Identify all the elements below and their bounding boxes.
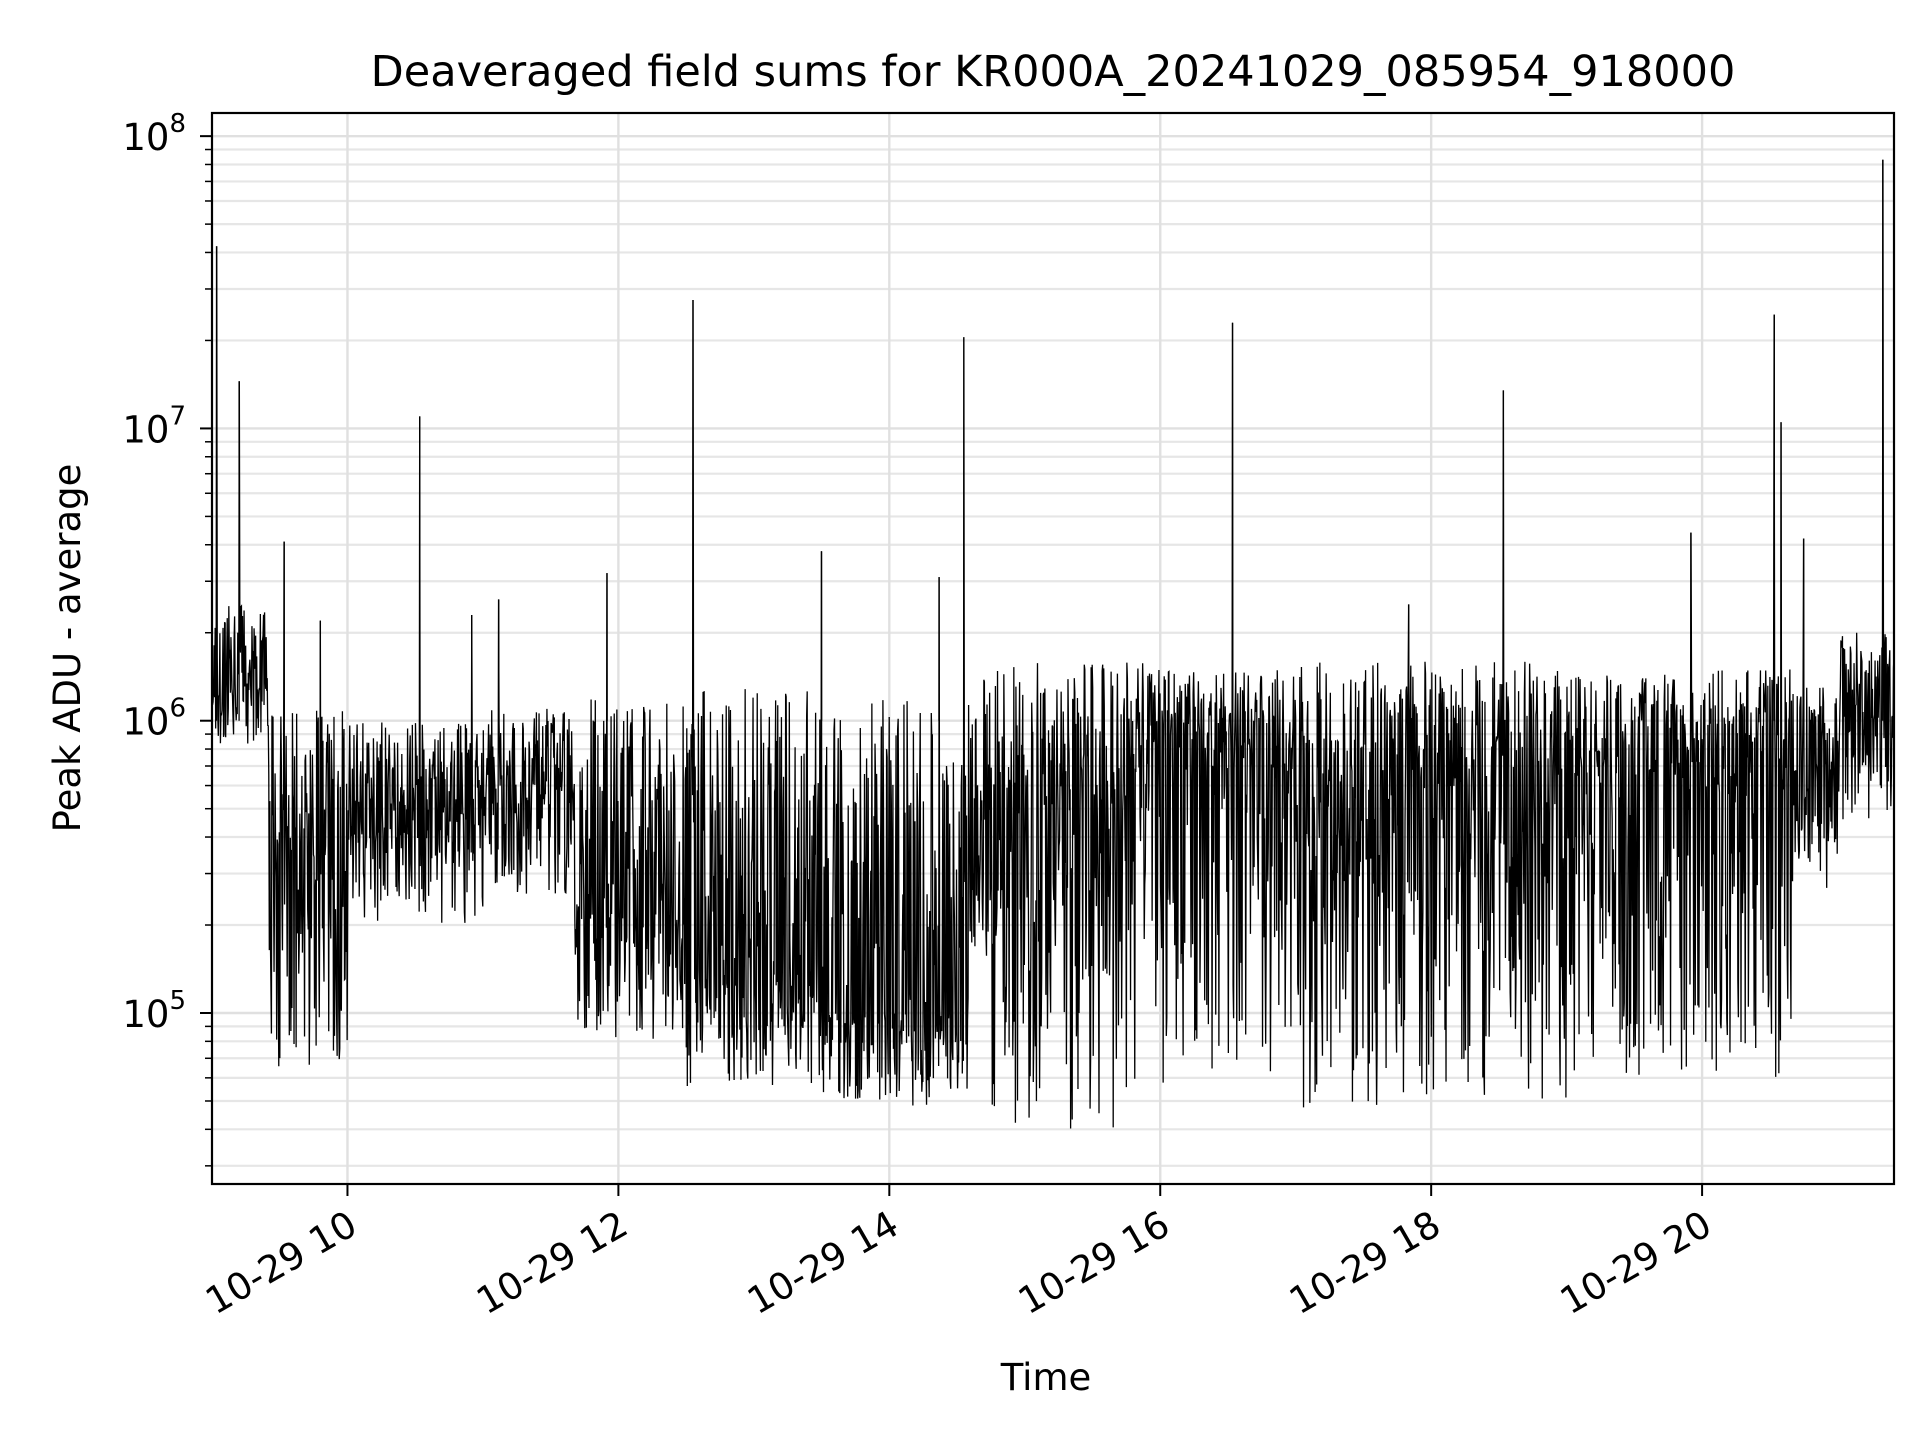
series-line-layer	[211, 159, 1895, 1129]
y-tick-label: 105	[122, 986, 186, 1036]
y-axis-label: Peak ADU - average	[46, 464, 89, 833]
y-tick-label: 108	[122, 109, 186, 159]
plot-frame	[210, 111, 1896, 1186]
series-line	[211, 159, 1895, 1129]
y-tick-label: 106	[122, 694, 186, 744]
y-tick-label: 107	[122, 401, 186, 451]
y-axis-ticks: 105 106 107 108	[122, 109, 212, 1167]
x-axis-label: Time	[1000, 1356, 1092, 1399]
chart-title: Deaveraged field sums for KR000A_2024102…	[371, 47, 1736, 97]
